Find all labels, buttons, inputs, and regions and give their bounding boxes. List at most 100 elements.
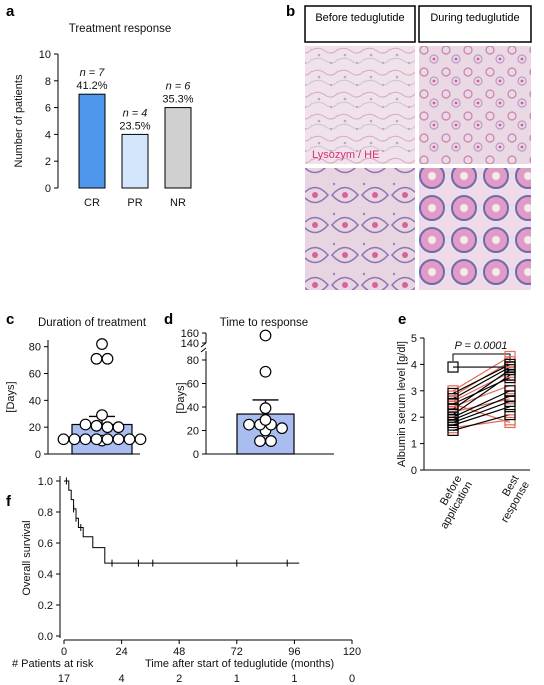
chart-c-point	[123, 433, 136, 446]
chart-c-ytick-label: 40	[29, 395, 41, 407]
chart-c-point	[101, 421, 114, 434]
chart-c-point	[90, 433, 103, 446]
chart-c-point	[79, 418, 92, 431]
panel-c-duration: Duration of treatment [Days] 0 20 40 60 80	[5, 317, 147, 461]
chart-e-sig-bracket	[452, 353, 511, 361]
chart-c-point	[96, 409, 108, 422]
histo-caption: Lysozym / HE	[312, 149, 379, 161]
chart-c-point	[112, 421, 125, 434]
chart-a-title: Treatment response	[69, 23, 171, 35]
chart-e-line-red	[452, 355, 511, 392]
chart-f-xlabel: Time after start of teduglutide (months)	[145, 658, 334, 670]
chart-a-annotation-n: n = 7	[80, 67, 106, 79]
chart-f-risk-count: 1	[234, 673, 240, 685]
chart-a-bar-nr	[164, 107, 192, 189]
chart-f-xtick-label: 96	[288, 646, 300, 658]
panel-letter-e: e	[398, 311, 406, 328]
chart-c-title: Duration of treatment	[38, 317, 147, 329]
chart-f-risk-count: 2	[176, 673, 182, 685]
chart-e-line-red	[452, 398, 511, 413]
chart-d-point	[265, 435, 277, 447]
chart-e-line-red	[452, 419, 511, 429]
chart-e-point-black	[447, 424, 459, 436]
chart-e-ytick-label: 2	[411, 412, 417, 424]
chart-d-axis-break	[200, 342, 207, 353]
chart-e-point-red	[504, 416, 516, 429]
chart-e-xtick-before: Beforeapplication	[428, 474, 475, 532]
histo-image-before-low	[305, 46, 415, 164]
histo-header-before	[304, 5, 416, 43]
panel-letter-f: f	[6, 493, 12, 510]
chart-a-ytick-label: 10	[39, 49, 51, 61]
chart-e-ytick-label: 5	[411, 333, 417, 345]
histo-during-label: During teduglutide	[430, 12, 519, 24]
chart-e-xtick-best: Bestresponse	[489, 474, 532, 525]
chart-c-ytick-label: 0	[35, 449, 41, 461]
chart-e-point-black	[504, 408, 516, 421]
chart-e-ytick-label: 1	[411, 439, 417, 451]
chart-e-line-black	[452, 413, 511, 431]
chart-c-point	[90, 419, 103, 432]
chart-d-point	[259, 414, 272, 426]
chart-f-risk-count: 0	[349, 673, 355, 685]
chart-d-point	[243, 418, 255, 431]
chart-a-bar-cr	[78, 93, 106, 189]
chart-d-ytick-label: 160	[181, 328, 199, 340]
panel-letter-d: d	[164, 311, 173, 328]
chart-c-ytick-label: 80	[29, 342, 41, 354]
chart-e-line-black	[452, 390, 511, 418]
chart-a-annotation-pct: 23.5%	[119, 120, 150, 132]
chart-a-xtick-label: CR	[84, 197, 100, 209]
chart-a-xtick-label: NR	[170, 197, 186, 209]
chart-f-survival-curve	[64, 480, 300, 564]
chart-c-point	[101, 433, 114, 446]
chart-f-ytick-label: 0.6	[38, 538, 53, 550]
chart-d-ytick-label: 80	[187, 355, 199, 367]
chart-d-point	[259, 329, 272, 342]
chart-d-point	[259, 402, 272, 415]
chart-d-ytick-label: 60	[187, 379, 199, 391]
chart-a-bar-pr	[121, 133, 149, 189]
chart-c-point	[90, 352, 103, 365]
chart-e-line-black	[452, 363, 511, 394]
chart-f-xtick-label: 72	[231, 646, 243, 658]
chart-e-line-black	[452, 374, 511, 416]
chart-f-ytick-label: 0.8	[38, 507, 53, 519]
chart-f-xtick-label: 24	[115, 646, 127, 658]
chart-e-ylabel: Albumin serum level [g/dl]	[396, 341, 408, 467]
histo-image-before-high	[305, 168, 415, 290]
chart-d-point	[259, 365, 272, 378]
chart-f-xtick-label: 0	[61, 646, 67, 658]
chart-d-point	[254, 435, 266, 447]
chart-f-ytick-label: 0.0	[38, 631, 53, 643]
chart-f-ylabel: Overall survival	[21, 520, 33, 595]
chart-e-pvalue: P = 0.0001	[454, 340, 507, 352]
chart-c-ytick-label: 60	[29, 369, 41, 381]
chart-f-risk-count: 1	[291, 673, 297, 685]
chart-a-ytick-label: 4	[45, 129, 51, 141]
chart-e-point-black	[447, 361, 459, 373]
chart-a-annotation-n: n = 4	[123, 107, 148, 119]
chart-a-annotation-n: n = 6	[166, 81, 192, 93]
panel-letter-b: b	[286, 3, 295, 20]
chart-d-point	[276, 422, 288, 435]
chart-c-point	[101, 352, 114, 365]
chart-d-ytick-label: 0	[193, 449, 199, 461]
chart-a-ytick-label: 6	[45, 103, 51, 115]
chart-c-point	[96, 338, 108, 350]
chart-a-annotation-pct: 41.2%	[76, 80, 107, 92]
chart-e-point-black	[504, 369, 516, 381]
chart-e-line-red	[452, 371, 511, 402]
histo-image-during-low	[419, 46, 531, 164]
chart-d-ytick-label: 140	[181, 338, 199, 350]
histo-header-during	[418, 5, 532, 43]
chart-a-ylabel: Number of patients	[13, 74, 25, 167]
histo-image-during-high	[419, 168, 531, 290]
chart-f-ytick-label: 0.4	[38, 569, 53, 581]
chart-a-ytick-label: 8	[45, 76, 51, 88]
chart-c-point	[112, 433, 125, 446]
histo-before-label: Before teduglutide	[315, 12, 404, 24]
chart-f-ytick-label: 1.0	[38, 476, 53, 488]
